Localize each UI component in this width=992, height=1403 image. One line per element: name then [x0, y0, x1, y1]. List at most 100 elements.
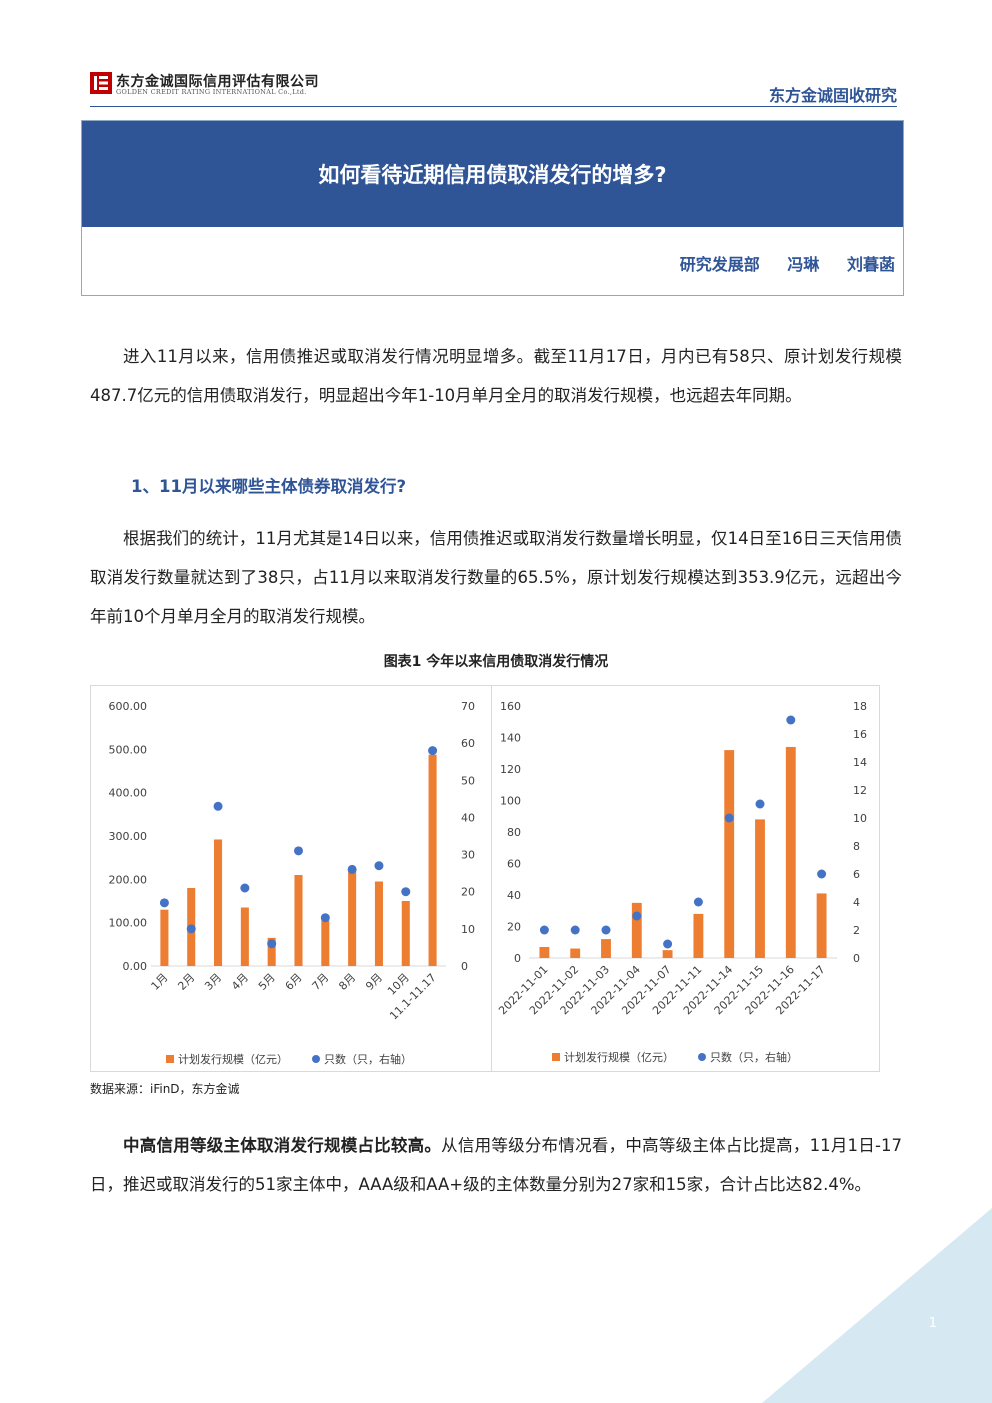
corner-decoration	[762, 1208, 992, 1403]
y-tick-label-right: 60	[461, 737, 475, 750]
y-tick-label-right: 12	[853, 784, 867, 797]
y-tick-label-right: 20	[461, 886, 475, 899]
company-name-cn: 东方金诚国际信用评估有限公司	[116, 74, 319, 90]
y-tick-label-left: 0.00	[123, 960, 148, 973]
legend-swatch-point	[698, 1053, 706, 1061]
legend-label: 计划发行规模（亿元）	[178, 1052, 288, 1066]
chart-bar	[601, 939, 611, 958]
chart-point	[347, 864, 357, 874]
chart-bar	[785, 746, 796, 958]
company-logo-icon	[90, 72, 112, 94]
legend-swatch-point	[312, 1055, 320, 1063]
author-department: 研究发展部	[679, 255, 760, 274]
y-tick-label-left: 400.00	[109, 787, 148, 800]
y-tick-label-left: 60	[507, 858, 521, 871]
chart-point	[374, 861, 384, 871]
chart-point	[428, 746, 438, 756]
y-tick-label-right: 2	[853, 924, 860, 937]
chart-bar	[321, 920, 330, 966]
paragraph-lead: 中高信用等级主体取消发行规模占比较高。	[123, 1136, 442, 1155]
paragraph-intro: 进入11月以来，信用债推迟或取消发行情况明显增多。截至11月17日，月内已有58…	[90, 337, 902, 415]
figure-source: 数据来源：iFinD，东方金诚	[90, 1082, 240, 1096]
y-tick-label-right: 70	[461, 700, 475, 713]
y-tick-label-left: 160	[500, 700, 521, 713]
chart-point	[159, 898, 169, 908]
chart-point	[693, 897, 703, 907]
y-tick-label-left: 140	[500, 732, 521, 745]
y-tick-label-right: 14	[853, 756, 867, 769]
legend-swatch-bar	[166, 1055, 174, 1063]
chart-bar	[294, 875, 303, 966]
author-name: 冯琳	[787, 255, 820, 274]
paragraph-text: 根据我们的统计，11月尤其是14日以来，信用债推迟或取消发行数量增长明显，仅14…	[90, 529, 902, 626]
paragraph-rating: 中高信用等级主体取消发行规模占比较高。从信用等级分布情况看，中高等级主体占比提高…	[90, 1126, 902, 1204]
chart-bar	[428, 754, 437, 966]
y-tick-label-right: 16	[853, 728, 867, 741]
legend-label: 只数（只，右轴）	[710, 1050, 798, 1064]
chart-bar	[631, 902, 642, 958]
chart-divider	[491, 686, 492, 1071]
y-tick-label-left: 80	[507, 826, 521, 839]
y-tick-label-left: 120	[500, 763, 521, 776]
y-tick-label-left: 200.00	[109, 873, 148, 886]
chart-bar	[214, 839, 223, 966]
chart-point	[601, 925, 611, 935]
x-tick-label: 1月	[149, 971, 171, 993]
chart-monthly-cancellations: 0.00 100.00 200.00 300.00 400.00 500.00 600.00…	[109, 700, 476, 1066]
chart-bar	[539, 946, 550, 958]
chart-point	[817, 869, 827, 879]
legend-label: 只数（只，右轴）	[324, 1052, 412, 1066]
chart-bar	[693, 913, 704, 958]
section-heading: 1、11月以来哪些主体债券取消发行?	[131, 477, 407, 496]
title-band: 如何看待近期信用债取消发行的增多?	[82, 121, 903, 227]
chart-bar	[662, 950, 673, 958]
chart-point	[570, 925, 580, 935]
legend-swatch-bar	[552, 1053, 560, 1061]
y-tick-label-right: 8	[853, 840, 860, 853]
chart-point	[632, 911, 642, 921]
chart-point	[724, 813, 734, 823]
chart-point	[294, 846, 303, 856]
x-tick-label: 2月	[175, 971, 197, 993]
y-tick-label-right: 18	[853, 700, 867, 713]
author-line: 研究发展部 冯琳 刘暮菡	[658, 251, 895, 275]
header-divider	[90, 106, 897, 107]
y-tick-label-left: 100.00	[109, 917, 148, 930]
y-tick-label-right: 10	[461, 923, 475, 936]
chart-point	[186, 924, 196, 934]
paragraph-text: 从信用等级分布情况看，中高等级主体占比提高，11月1日-17日，推迟或取消发行的…	[90, 1136, 902, 1194]
chart-bar	[374, 881, 383, 966]
y-tick-label-right: 30	[461, 849, 475, 862]
y-tick-label-right: 0	[853, 952, 860, 965]
figure-frame: 0.00 100.00 200.00 300.00 400.00 500.00 600.00…	[90, 685, 880, 1072]
y-tick-label-left: 600.00	[109, 700, 148, 713]
chart-point	[755, 799, 765, 809]
chart-bar	[755, 819, 765, 958]
y-tick-label-left: 500.00	[109, 743, 148, 756]
paragraph-text: 进入11月以来，信用债推迟或取消发行情况明显增多。截至11月17日，月内已有58…	[90, 347, 902, 405]
chart-bar	[348, 870, 357, 966]
chart-point	[401, 887, 411, 897]
chart-point	[663, 939, 673, 949]
chart-bar	[401, 901, 410, 966]
chart-bar	[160, 909, 169, 966]
x-tick-label: 5月	[256, 971, 278, 993]
x-tick-label: 4月	[229, 971, 251, 993]
x-tick-label: 8月	[336, 971, 358, 993]
y-tick-label-right: 50	[461, 774, 475, 787]
y-tick-label-left: 20	[507, 921, 521, 934]
y-tick-label-left: 300.00	[109, 830, 148, 843]
company-name-en: GOLDEN CREDIT RATING INTERNATIONAL Co.,L…	[116, 88, 307, 96]
y-tick-label-left: 40	[507, 889, 521, 902]
y-tick-label-right: 4	[853, 896, 860, 909]
y-tick-label-right: 6	[853, 868, 860, 881]
y-tick-label-left: 0	[514, 952, 521, 965]
paragraph-statistics: 根据我们的统计，11月尤其是14日以来，信用债推迟或取消发行数量增长明显，仅14…	[90, 519, 902, 636]
chart-bar	[570, 948, 581, 958]
chart-bar	[240, 907, 249, 966]
y-tick-label-left: 100	[500, 795, 521, 808]
y-tick-label-right: 10	[853, 812, 867, 825]
chart-daily-cancellations: 0204060801001201401600246810121416182022…	[496, 700, 867, 1064]
y-tick-label-right: 40	[461, 811, 475, 824]
chart-point	[786, 715, 796, 725]
